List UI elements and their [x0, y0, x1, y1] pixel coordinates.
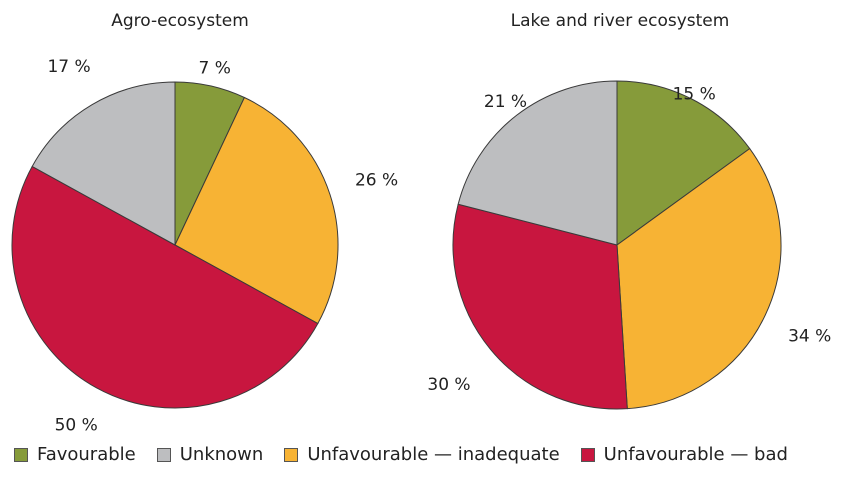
legend-swatch-unknown — [156, 447, 171, 462]
slice-label-unfavourable-bad: 50 % — [55, 416, 98, 436]
legend-item-unfavourable-bad: Unfavourable — bad — [580, 444, 788, 465]
pie-slice-unknown — [31, 81, 176, 246]
pie-agro-ecosystem: 7 % 26 % 50 % 17 % — [11, 57, 398, 436]
legend-label-unfavourable-inadequate: Unfavourable — inadequate — [307, 444, 560, 465]
legend-item-unfavourable-inadequate: Unfavourable — inadequate — [284, 444, 560, 465]
legend-label-unknown: Unknown — [179, 444, 264, 465]
pie-slice-unfavourable-bad — [452, 203, 628, 410]
slice-label-unfavourable-inadequate: 26 % — [355, 171, 398, 191]
slice-label-favourable: 15 % — [673, 85, 716, 105]
legend-label-unfavourable-bad: Unfavourable — bad — [603, 444, 788, 465]
legend-swatch-unfavourable-bad — [580, 447, 595, 462]
chart-title-lake-river: Lake and river ecosystem — [511, 11, 730, 31]
pie-slice-unfavourable-bad — [11, 165, 319, 409]
slice-label-unfavourable-inadequate: 34 % — [788, 327, 831, 347]
chart-title-agro: Agro-ecosystem — [111, 11, 249, 31]
pie-lake-river-ecosystem: 15 % 34 % 30 % 21 % — [427, 80, 831, 410]
pie-slice-favourable — [616, 80, 751, 246]
legend-swatch-unfavourable-inadequate — [284, 447, 299, 462]
legend-item-unknown: Unknown — [156, 444, 264, 465]
slice-label-unfavourable-bad: 30 % — [427, 375, 470, 395]
pie-slice-unknown — [457, 80, 618, 246]
legend: Favourable Unknown Unfavourable — inadeq… — [14, 444, 788, 465]
slice-label-unknown: 17 % — [47, 57, 90, 77]
legend-item-favourable: Favourable — [14, 444, 136, 465]
pie-slice-unfavourable-inadequate — [616, 148, 782, 410]
slice-label-favourable: 7 % — [199, 58, 231, 78]
legend-label-favourable: Favourable — [37, 444, 136, 465]
slice-label-unknown: 21 % — [484, 92, 527, 112]
legend-swatch-favourable — [14, 447, 28, 462]
